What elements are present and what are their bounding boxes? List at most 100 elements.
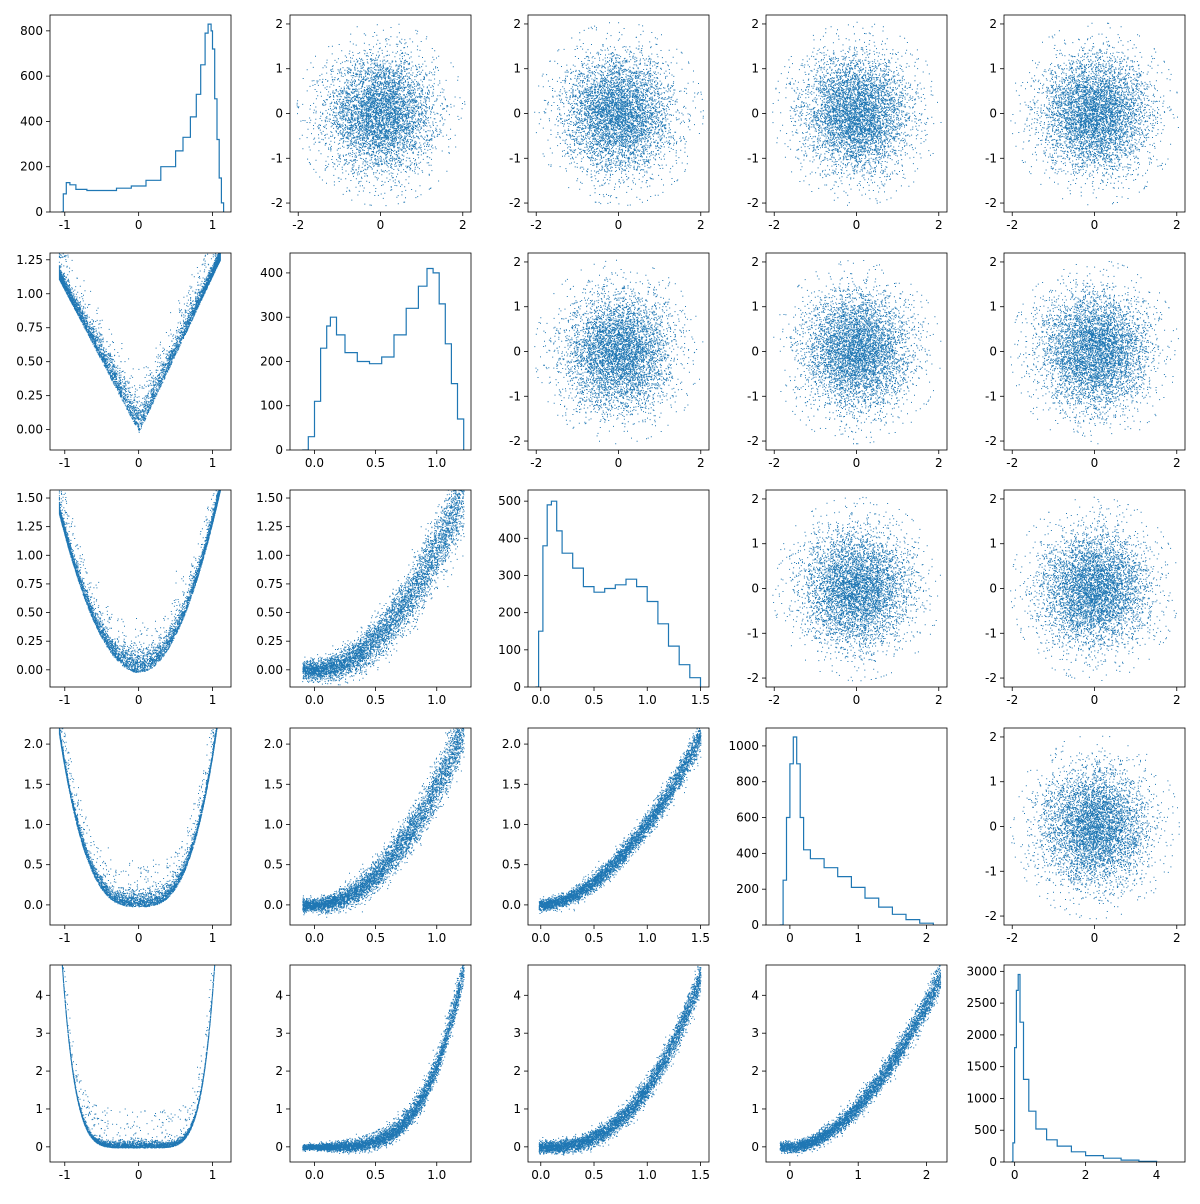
y-tick-label: 1 (989, 62, 997, 76)
y-tick-label: -1 (509, 151, 521, 165)
x-tick-label: 0 (135, 1168, 143, 1182)
y-tick-label: 1 (513, 62, 521, 76)
y-tick-label: 0 (751, 1140, 759, 1154)
x-tick-label: 0 (1091, 931, 1099, 945)
axes-frame (50, 253, 231, 450)
x-tick-label: -1 (59, 456, 71, 470)
axes-frame (766, 490, 947, 687)
y-tick-label: 0 (513, 345, 521, 359)
x-tick-label: 2 (1173, 456, 1181, 470)
x-tick-label: 0.0 (305, 1168, 324, 1182)
scatter-points (772, 22, 941, 206)
y-tick-label: 0.25 (16, 634, 43, 648)
x-tick-label: -2 (768, 693, 780, 707)
y-tick-label: 0 (275, 1140, 283, 1154)
y-tick-label: 0 (989, 345, 997, 359)
axes-frame (1004, 965, 1185, 1162)
axes-frame (50, 15, 231, 212)
y-tick-label: 0.50 (16, 606, 43, 620)
y-tick-label: 0.0 (502, 898, 521, 912)
y-tick-label: -2 (271, 196, 283, 210)
x-tick-label: 2 (1173, 218, 1181, 232)
x-tick-label: 1 (209, 931, 217, 945)
histogram-step-line (1011, 975, 1157, 1163)
scatter-points (772, 497, 941, 681)
scatter-points (59, 457, 221, 673)
x-tick-label: 0 (786, 931, 794, 945)
y-tick-label: 3 (35, 1026, 43, 1040)
x-tick-label: -1 (59, 693, 71, 707)
x-tick-label: 2 (1173, 931, 1181, 945)
y-tick-label: 300 (260, 310, 283, 324)
x-tick-label: -1 (59, 1168, 71, 1182)
y-tick-label: 3 (513, 1026, 521, 1040)
scatter-points (534, 260, 703, 444)
y-tick-label: 2.0 (264, 737, 283, 751)
axes-frame (766, 253, 947, 450)
y-tick-label: -2 (985, 434, 997, 448)
x-tick-label: -1 (59, 931, 71, 945)
y-tick-label: 0.00 (16, 423, 43, 437)
panel-r3-c1-scatter: 0.0 0.5 1.00.00.51.01.52.0 (264, 703, 471, 945)
y-tick-label: 1 (751, 1102, 759, 1116)
axes-frame (528, 965, 709, 1162)
x-tick-label: 0 (853, 693, 861, 707)
x-tick-label: 4 (1153, 1168, 1161, 1182)
histogram-step-line (61, 24, 224, 212)
y-tick-label: -1 (985, 389, 997, 403)
y-tick-label: 0 (751, 918, 759, 932)
y-tick-label: 1.00 (16, 287, 43, 301)
y-tick-label: 1 (989, 300, 997, 314)
y-tick-label: 2 (989, 492, 997, 506)
y-tick-label: 2 (275, 17, 283, 31)
x-tick-label: 2 (923, 1168, 931, 1182)
y-tick-label: 4 (751, 988, 759, 1002)
y-tick-label: 0 (751, 345, 759, 359)
x-tick-label: 0.5 (366, 1168, 385, 1182)
y-tick-label: 0 (513, 107, 521, 121)
y-tick-label: 3000 (966, 964, 997, 978)
scatter-points (539, 721, 702, 914)
x-tick-label: 2 (697, 456, 705, 470)
y-tick-label: 1.00 (256, 548, 283, 562)
y-tick-label: 200 (498, 606, 521, 620)
x-tick-label: 0.5 (366, 693, 385, 707)
x-tick-label: -2 (768, 456, 780, 470)
x-tick-label: 1 (854, 1168, 862, 1182)
x-tick-label: -2 (768, 218, 780, 232)
histogram-step-line (780, 737, 934, 925)
x-tick-label: 1.5 (691, 693, 710, 707)
scatter-points (1010, 497, 1177, 681)
y-tick-label: 100 (498, 643, 521, 657)
y-tick-label: 1 (751, 62, 759, 76)
x-tick-label: 0.5 (366, 456, 385, 470)
y-tick-label: 1500 (966, 1060, 997, 1074)
axes-frame (290, 253, 471, 450)
x-tick-label: 0 (853, 218, 861, 232)
y-tick-label: 1.0 (264, 817, 283, 831)
x-tick-label: 0 (135, 456, 143, 470)
y-tick-label: 0 (35, 205, 43, 219)
x-tick-label: 0.0 (531, 693, 550, 707)
scatter-points (780, 963, 941, 1157)
y-tick-label: 200 (260, 354, 283, 368)
x-tick-label: 2 (1173, 693, 1181, 707)
scatter-points (1010, 23, 1179, 206)
axes-frame (528, 490, 709, 687)
y-tick-label: 0 (275, 443, 283, 457)
x-tick-label: 1.0 (638, 931, 657, 945)
y-tick-label: 0 (751, 107, 759, 121)
y-tick-label: 3 (275, 1026, 283, 1040)
y-tick-label: -1 (509, 389, 521, 403)
y-tick-label: 2 (35, 1064, 43, 1078)
y-tick-label: 0.75 (256, 577, 283, 591)
x-tick-label: 0 (786, 1168, 794, 1182)
scatter-points (539, 959, 702, 1156)
y-tick-label: 600 (20, 69, 43, 83)
y-tick-label: 400 (20, 114, 43, 128)
